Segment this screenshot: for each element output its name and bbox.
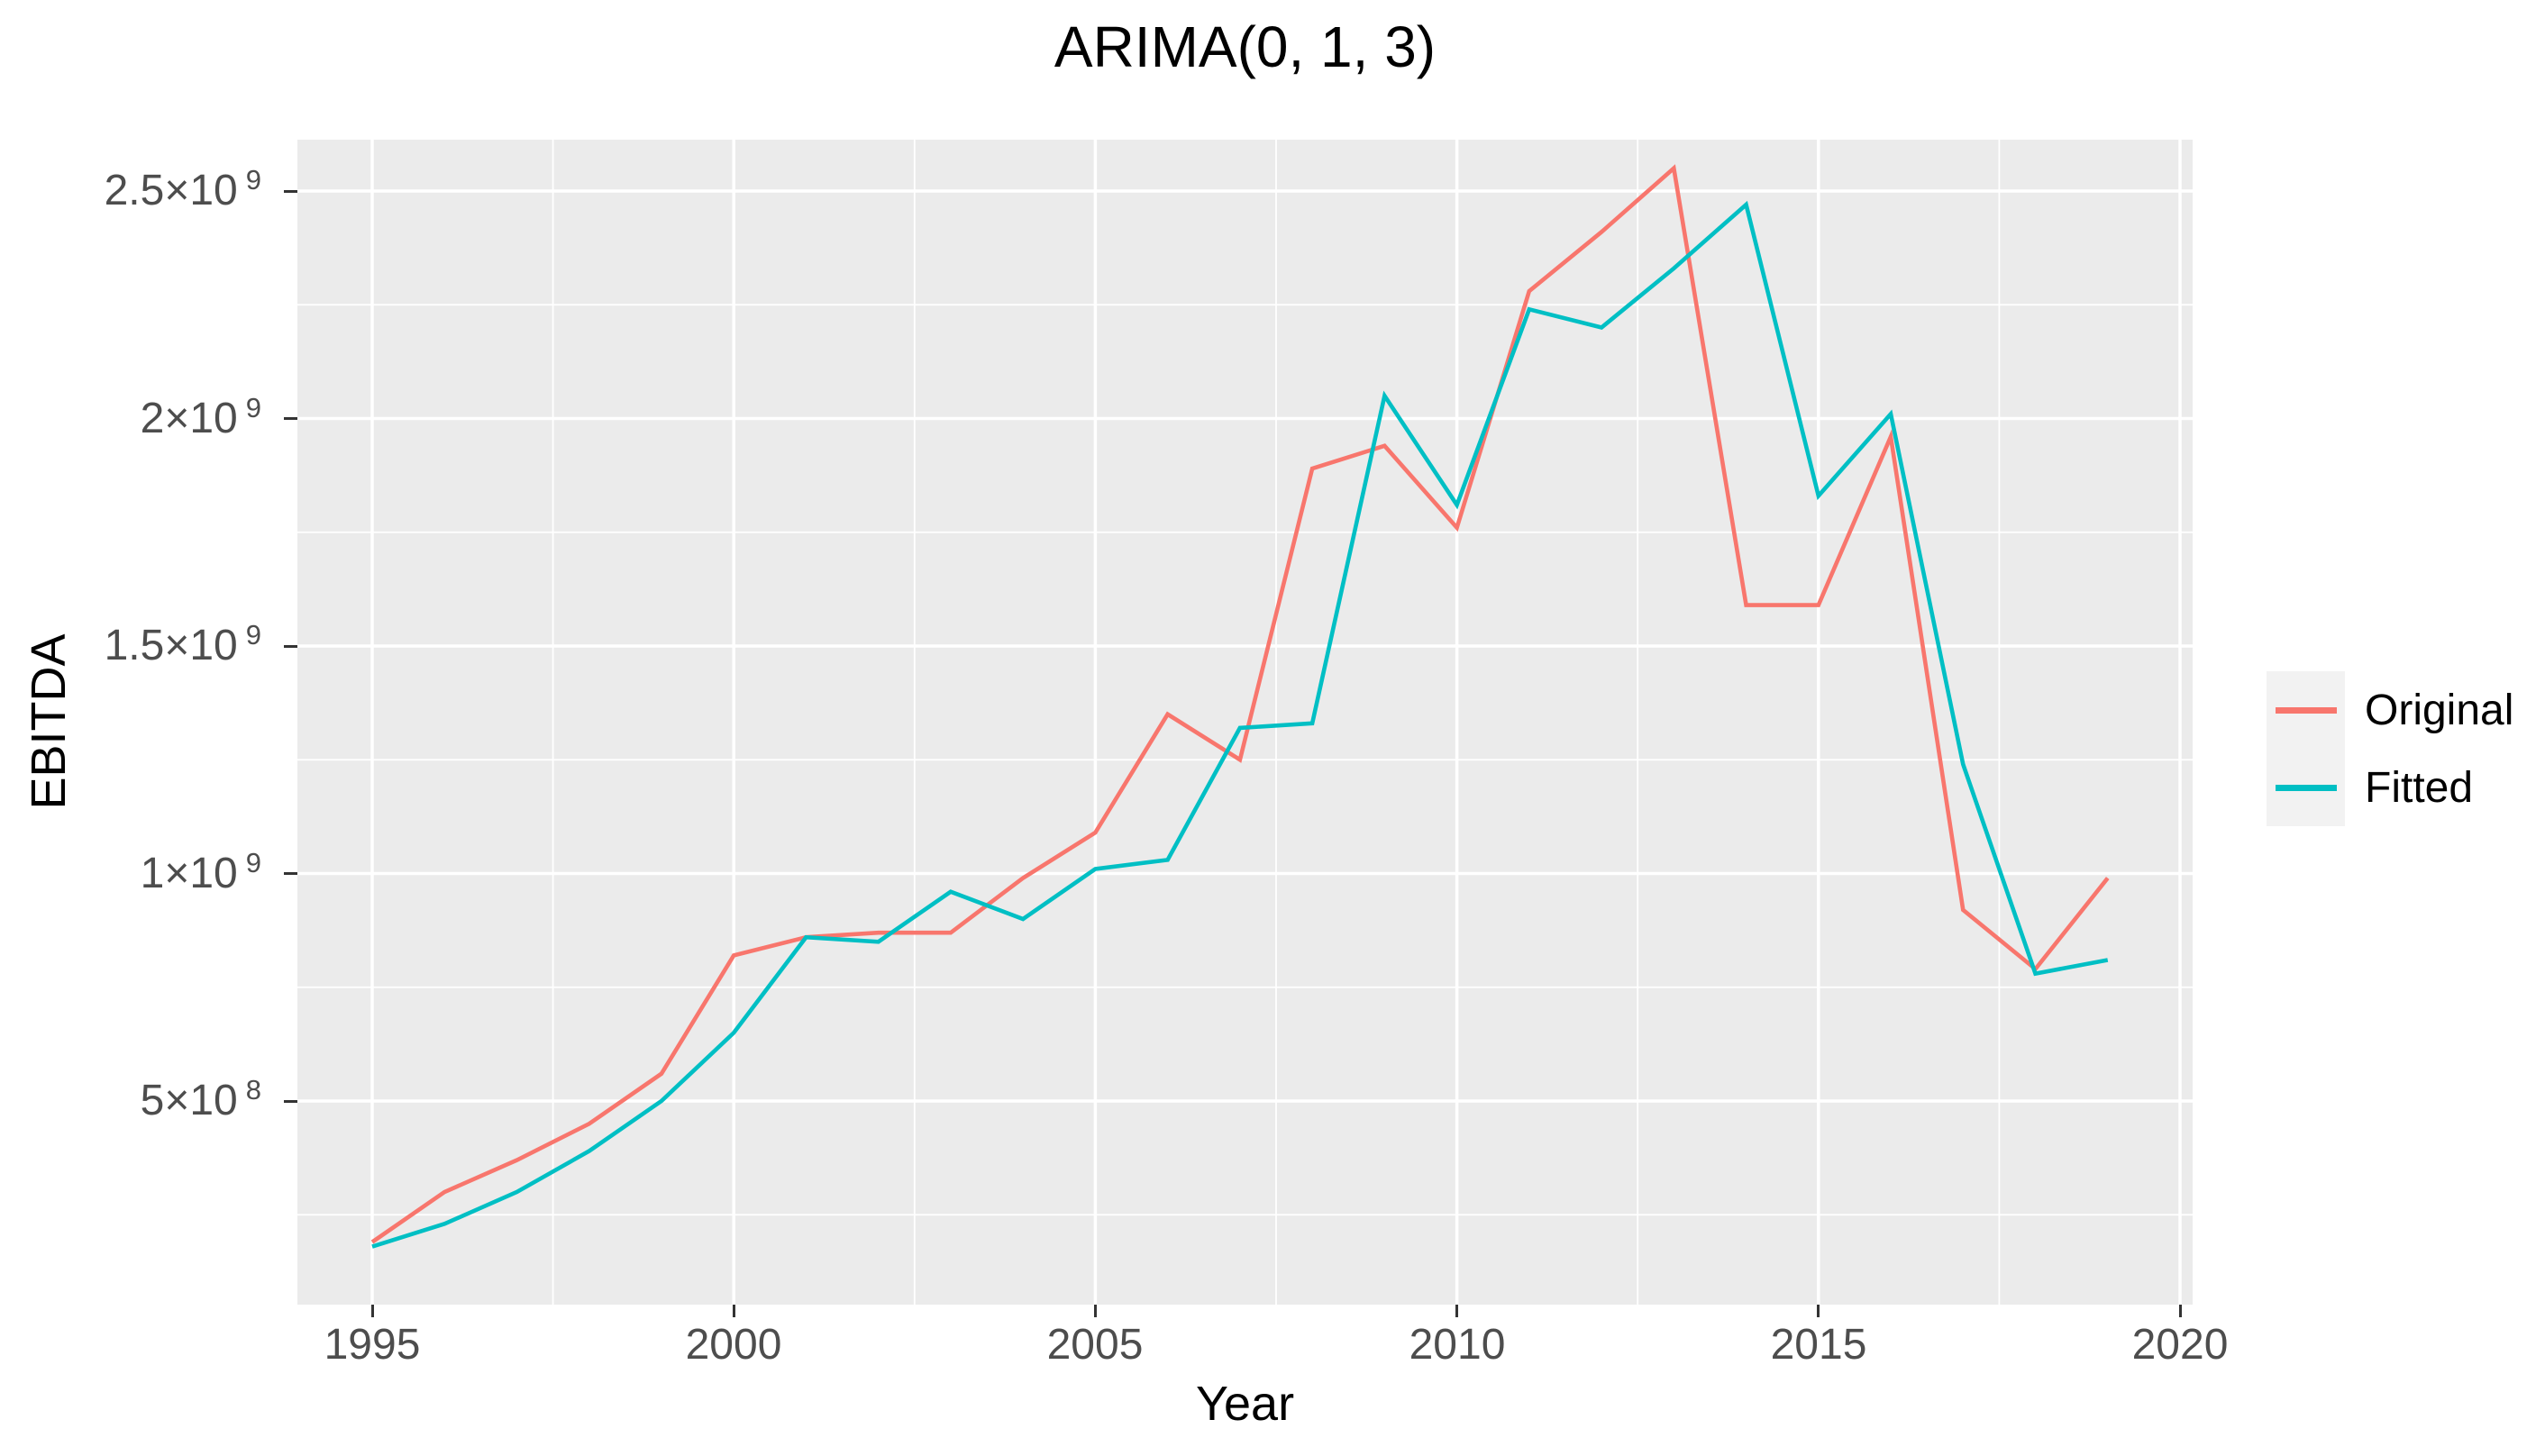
y-tick-mark (284, 417, 297, 420)
x-tick-label-2000: 2000 (685, 1321, 782, 1369)
x-tick-mark (1817, 1305, 1820, 1317)
legend-label-fitted: Fitted (2365, 763, 2474, 812)
x-tick-label-1995: 1995 (324, 1321, 421, 1369)
x-axis-title: Year (1195, 1377, 1295, 1431)
legend-label-original: Original (2365, 686, 2514, 734)
y-tick-label-2.5e9: 2.5×10 9 (104, 164, 261, 214)
y-tick-mark (284, 1099, 297, 1103)
plot-area-svg (297, 140, 2193, 1305)
y-tick-label-2e9: 2×10 9 (140, 392, 261, 442)
legend-key-fitted (2267, 749, 2345, 826)
legend-key-original (2267, 671, 2345, 749)
y-tick-mark (284, 872, 297, 875)
series-line-original (370, 164, 2110, 1244)
x-tick-label-2010: 2010 (1409, 1321, 1506, 1369)
exponent: 9 (245, 619, 261, 651)
plot-panel (297, 140, 2193, 1305)
x-tick-mark (1455, 1305, 1459, 1317)
chart-title: ARIMA(0, 1, 3) (1054, 14, 1437, 79)
y-tick-mark (284, 644, 297, 648)
legend-key-original-line-icon (2275, 706, 2337, 714)
x-tick-label-2020: 2020 (2131, 1321, 2229, 1369)
x-tick-mark (1093, 1305, 1097, 1317)
x-tick-mark (732, 1305, 735, 1317)
x-tick-label-2015: 2015 (1770, 1321, 1867, 1369)
y-axis-title: EBITDA (22, 633, 76, 810)
y-tick-label-5e8: 5×10 8 (140, 1074, 261, 1124)
legend: Original Fitted (2267, 671, 2513, 826)
y-tick-mark (284, 189, 297, 193)
x-tick-mark (370, 1305, 374, 1317)
exponent: 9 (245, 847, 261, 878)
exponent: 8 (245, 1074, 261, 1106)
x-tick-label-2005: 2005 (1046, 1321, 1144, 1369)
y-tick-label-1.5e9: 1.5×10 9 (104, 619, 261, 669)
legend-item-original: Original (2267, 671, 2513, 749)
y-tick-label-1e9: 1×10 9 (140, 847, 261, 897)
legend-key-fitted-line-icon (2275, 784, 2337, 791)
exponent: 9 (245, 392, 261, 423)
legend-item-fitted: Fitted (2267, 749, 2513, 826)
exponent: 9 (245, 164, 261, 196)
series-line-fitted (371, 200, 2109, 1249)
x-tick-mark (2178, 1305, 2182, 1317)
